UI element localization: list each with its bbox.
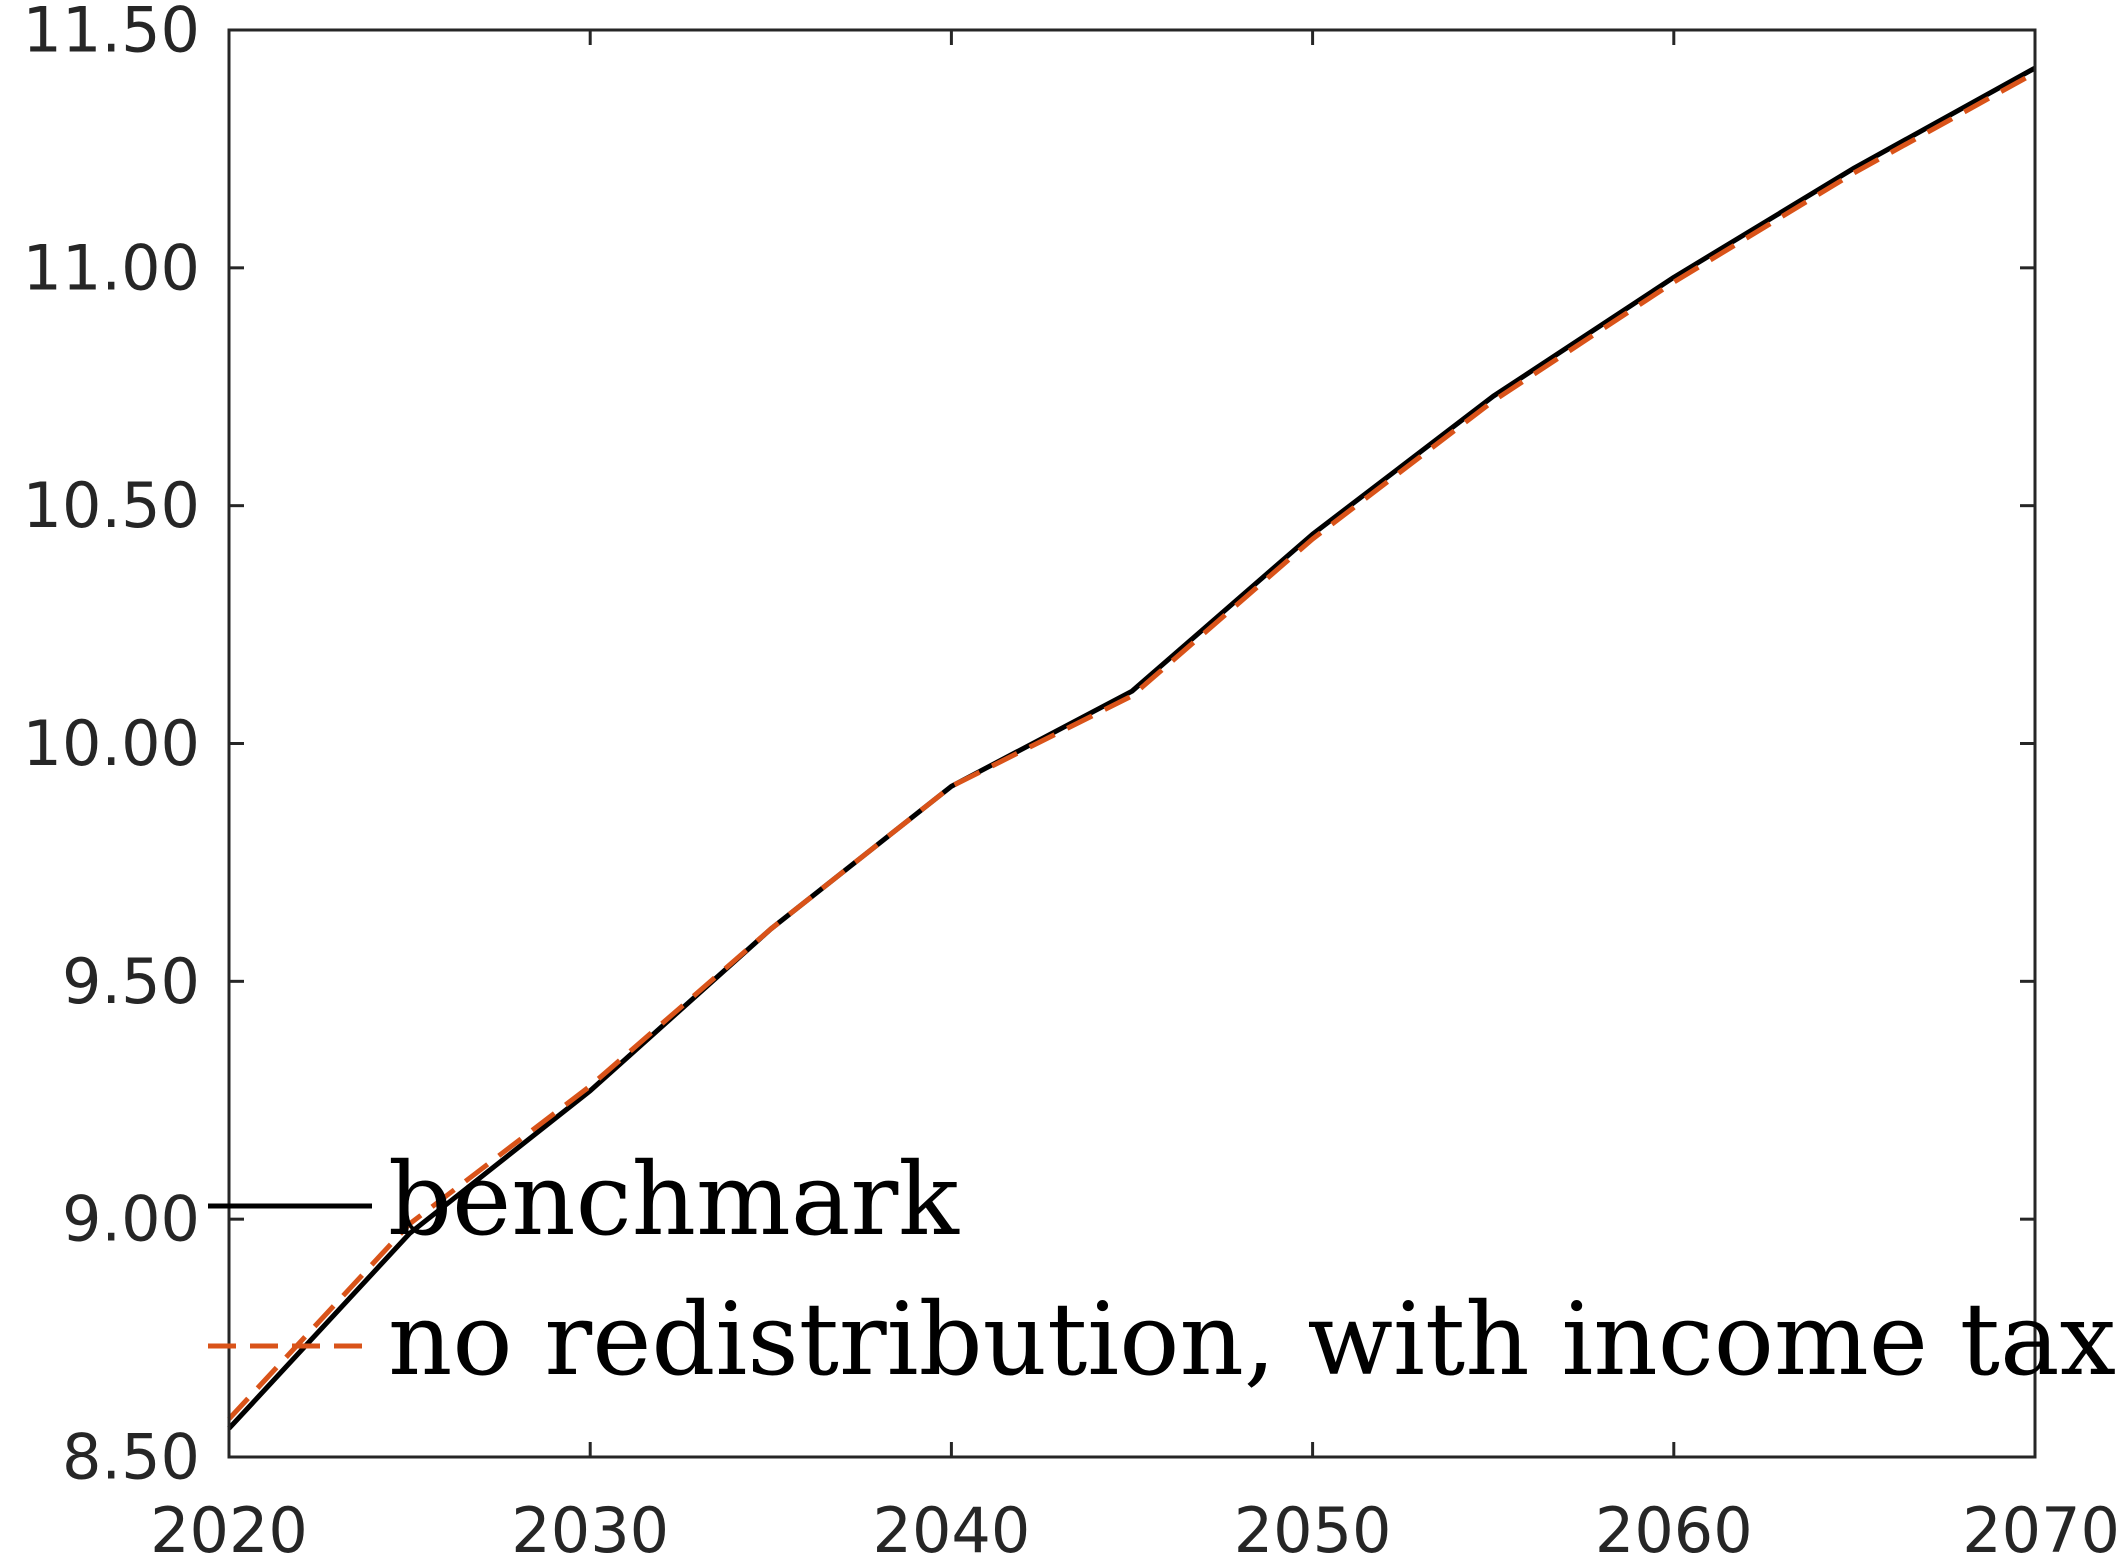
y-tick-labels: 8.50 9.00 9.50 10.00 10.50 11.00 11.50	[23, 0, 201, 1494]
legend: benchmark no redistribution, with income …	[208, 1141, 2116, 1398]
x-tick-labels: 2020 2030 2040 2050 2060 2070	[150, 1494, 2120, 1554]
x-tick-label: 2060	[1595, 1494, 1753, 1554]
plot-frame	[227, 28, 2037, 1459]
series-line-benchmark	[227, 65, 2037, 1431]
x-tick-label: 2030	[511, 1494, 669, 1554]
y-tick-label: 10.50	[23, 469, 201, 542]
x-tick-label: 2050	[1234, 1494, 1392, 1554]
y-tick-label: 9.00	[62, 1183, 200, 1256]
series-lines	[227, 65, 2037, 1431]
x-tick-label: 2020	[150, 1494, 308, 1554]
y-tick-label: 11.00	[23, 231, 201, 304]
series-line-no-redistribution	[227, 70, 2037, 1421]
y-tick-label: 9.50	[62, 945, 200, 1018]
legend-label: no redistribution, with income tax	[388, 1281, 2116, 1398]
legend-label: benchmark	[388, 1141, 960, 1258]
x-tick-label: 2040	[873, 1494, 1031, 1554]
y-tick-label: 11.50	[23, 0, 201, 67]
y-tick-label: 10.00	[23, 707, 201, 780]
y-tick-label: 8.50	[62, 1421, 200, 1494]
x-tick-label: 2070	[1962, 1494, 2120, 1554]
